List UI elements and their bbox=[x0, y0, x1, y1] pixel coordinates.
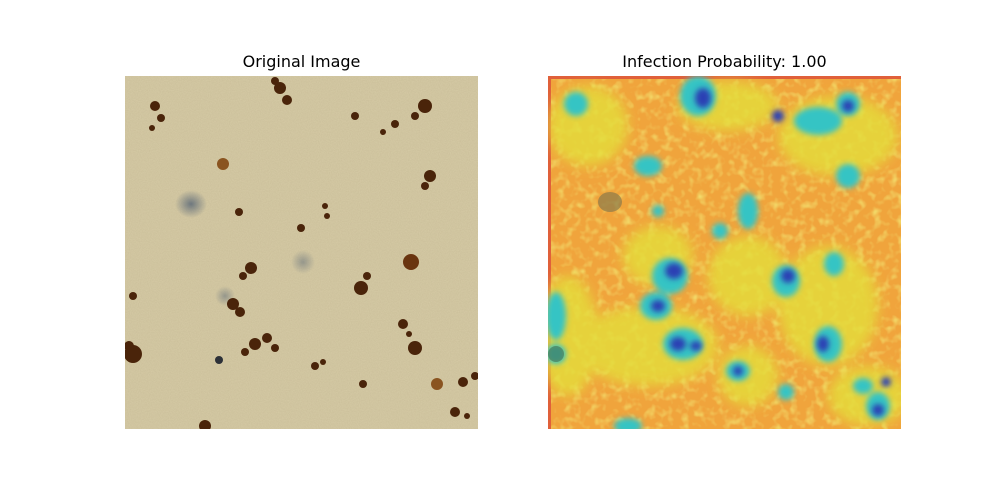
left-panel-title: Original Image bbox=[125, 50, 478, 74]
heatmap-svg bbox=[548, 76, 901, 429]
infection-heatmap bbox=[548, 76, 901, 429]
right-panel-title: Infection Probability: 1.00 bbox=[548, 50, 901, 74]
heatmap-edge-top bbox=[548, 76, 901, 79]
original-image bbox=[125, 76, 478, 429]
original-image-svg bbox=[125, 76, 478, 429]
